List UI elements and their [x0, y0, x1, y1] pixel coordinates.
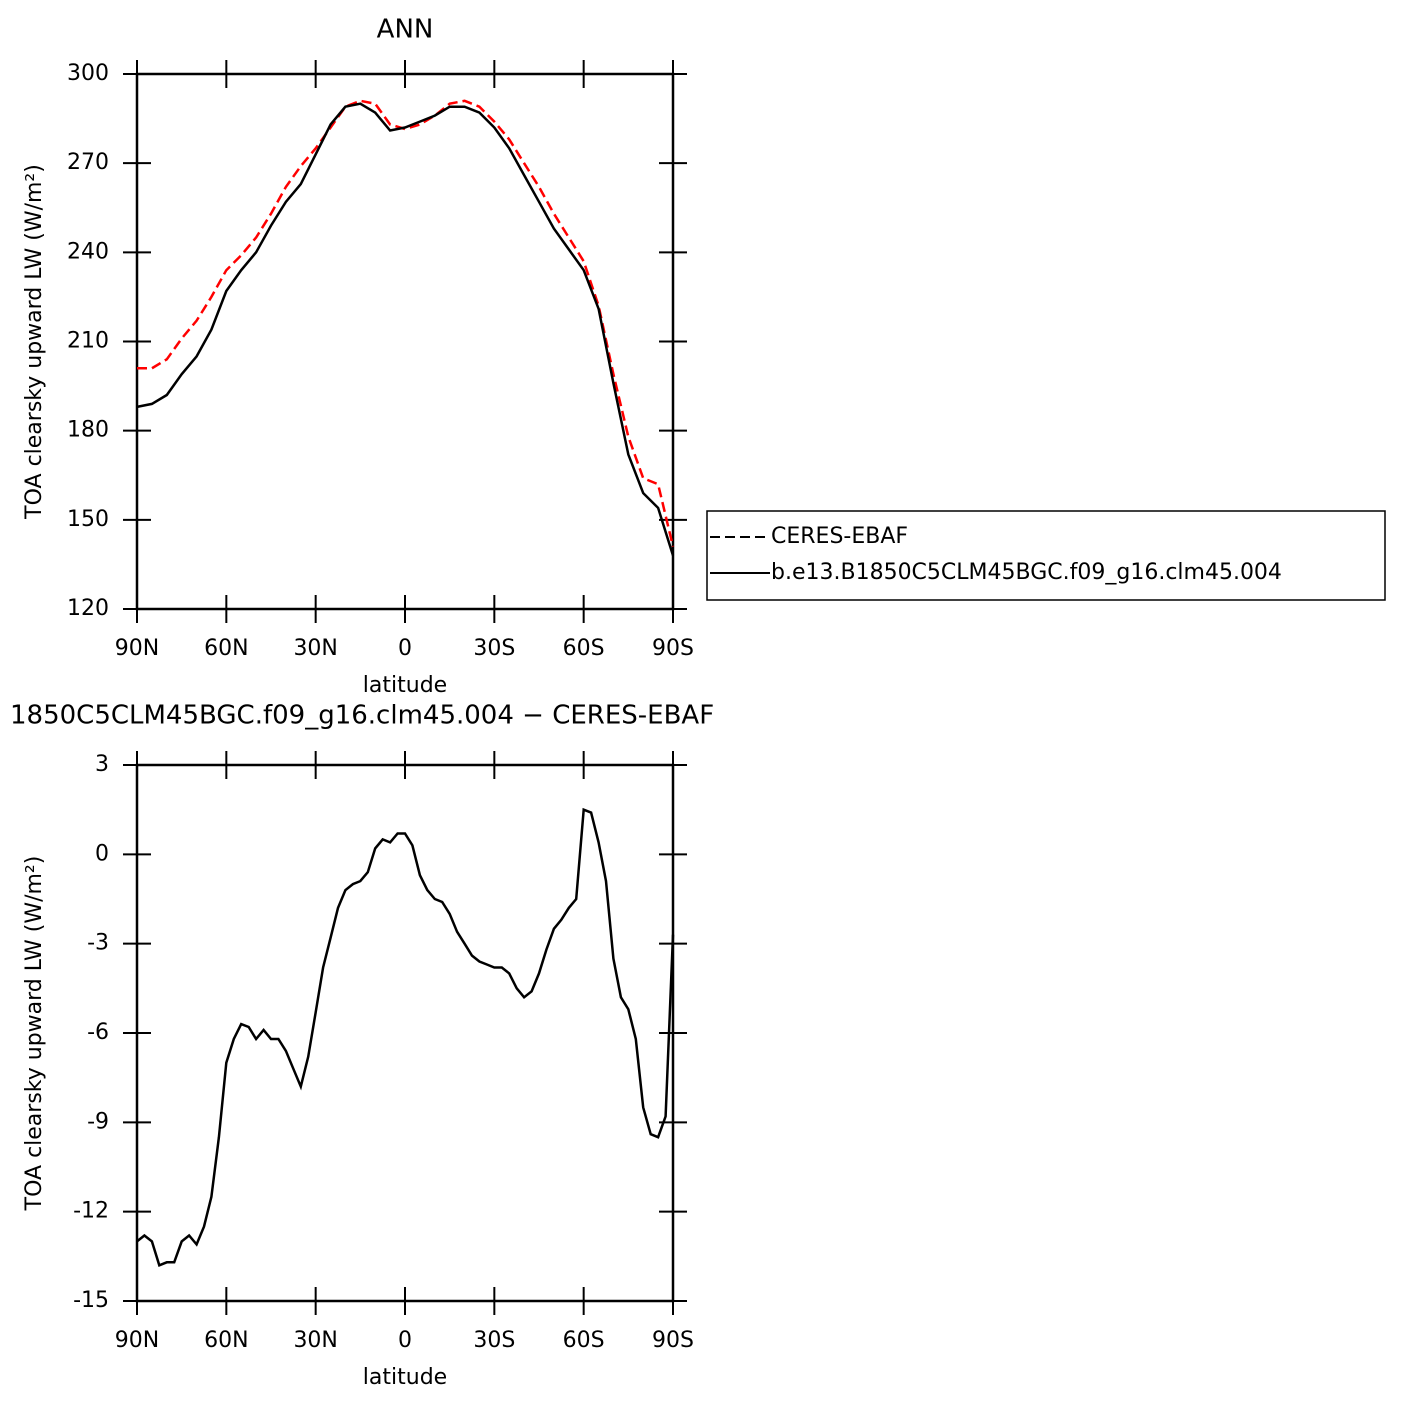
x-tick-label: 30N [293, 636, 337, 661]
plot-frame [135, 763, 675, 1303]
x-tick-label: 60S [563, 1328, 605, 1353]
y-tick-label: -6 [87, 1020, 109, 1045]
x-tick-label: 90S [652, 1328, 694, 1353]
x-axis-label: latitude [363, 1365, 447, 1390]
x-tick-label: 90N [115, 636, 159, 661]
x-tick-label: 30N [293, 1328, 337, 1353]
panel: ANN 120 150 180 210 240 270 300 90N 60N 30N 0 30S 60S… [22, 15, 1386, 698]
chart-title: ANN [377, 15, 434, 45]
y-tick-label: -9 [87, 1109, 109, 1134]
y-tick-label: 270 [67, 150, 109, 175]
y-tick-label: 180 [67, 418, 109, 443]
x-tick-label: 0 [398, 1328, 412, 1353]
x-tick-label: 30S [473, 1328, 515, 1353]
plot-frame [135, 72, 675, 611]
y-tick-label: 3 [95, 752, 109, 777]
y-axis-label: TOA clearsky upward LW (W/m²) [22, 164, 47, 520]
y-tick-label: 0 [95, 841, 109, 866]
chart-title: 1850C5CLM45BGC.f09_g16.clm45.004 − CERES… [10, 701, 714, 731]
legend-box [706, 510, 1386, 601]
y-tick-label: -12 [73, 1199, 109, 1224]
y-tick-label: 120 [67, 596, 109, 621]
legend-label: b.e13.B1850C5CLM45BGC.f09_g16.clm45.004 [771, 560, 1282, 585]
x-axis-label: latitude [363, 673, 447, 698]
y-tick-label: 240 [67, 239, 109, 264]
x-tick-label: 90N [115, 1328, 159, 1353]
y-tick-label: -3 [87, 931, 109, 956]
x-tick-label: 60S [563, 636, 605, 661]
x-tick-label: 0 [398, 636, 412, 661]
panel: 1850C5CLM45BGC.f09_g16.clm45.004 − CERES… [10, 701, 714, 1391]
y-tick-label: 210 [67, 329, 109, 354]
x-tick-label: 90S [652, 636, 694, 661]
data-line [136, 807, 675, 1267]
x-tick-label: 30S [473, 636, 515, 661]
data-line [136, 102, 675, 556]
data-line [137, 99, 675, 547]
y-tick-label: -15 [73, 1288, 109, 1313]
y-tick-label: 150 [67, 507, 109, 532]
x-tick-label: 60N [204, 1328, 248, 1353]
y-axis-label: TOA clearsky upward LW (W/m²) [22, 856, 47, 1212]
x-tick-label: 60N [204, 636, 248, 661]
legend-label: CERES-EBAF [771, 524, 908, 549]
y-tick-label: 300 [67, 61, 109, 86]
